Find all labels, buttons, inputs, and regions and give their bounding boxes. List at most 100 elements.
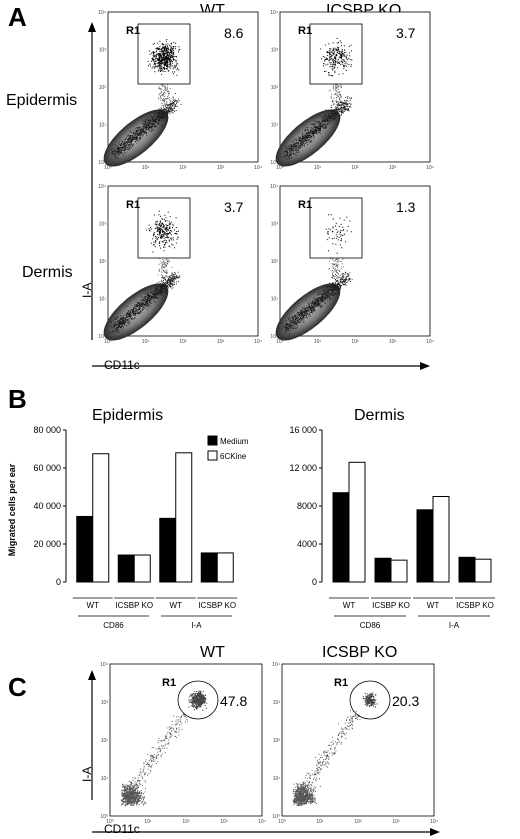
arrowhead-icon [88, 22, 96, 32]
r1-gate [137, 197, 191, 259]
category-label: WT [87, 601, 100, 610]
y-tick-label: 10¹ [273, 776, 281, 782]
bar-6ckine [474, 558, 492, 583]
y-tick-label: 10⁰ [98, 160, 106, 166]
x-tick-label: 10⁰ [276, 165, 284, 171]
category-label: ICSBP KO [372, 601, 410, 610]
panel-c-col-title-ko: ICSBP KO [322, 644, 398, 661]
bar-6ckine [216, 552, 234, 583]
bar-6ckine [348, 461, 366, 583]
group-label: CD86 [360, 621, 381, 630]
y-tick-label: 10⁴ [270, 10, 278, 16]
y-tick-label: 40 000 [33, 501, 61, 511]
y-tick-label: 10¹ [101, 776, 109, 782]
legend-label-6ckine: 6CKine [220, 452, 247, 461]
x-tick-label: 10⁰ [104, 339, 112, 345]
y-tick-label: 60 000 [33, 463, 61, 473]
panel-a-row-label-epidermis: Epidermis [6, 92, 78, 109]
y-axis-title: Migrated cells per ear [7, 463, 17, 556]
plot-frame [107, 185, 259, 337]
bar-6ckine [92, 453, 110, 583]
group-label: I-A [191, 621, 202, 630]
gated-events [147, 39, 181, 76]
scatter-events [111, 93, 182, 160]
y-tick-label: 0 [56, 577, 61, 587]
y-tick-label: 16 000 [289, 425, 317, 435]
x-tick-label: 10² [351, 165, 359, 171]
y-tick-label: 20 000 [33, 539, 61, 549]
x-tick-label: 10⁰ [278, 819, 286, 825]
scatter-events [157, 257, 173, 281]
r1-gate-label: R1 [126, 25, 140, 37]
flow-plot-c-wt: R1 47.8 10⁰ 10¹ 10² 10³ 10⁴ 10⁰ 10¹ 10² 10³ 10⁴ [100, 662, 266, 825]
y-tick-label: 10² [99, 85, 107, 91]
x-tick-label: 10² [179, 339, 187, 345]
y-tick-label: 10⁰ [100, 814, 108, 820]
x-tick-label: 10³ [389, 339, 397, 345]
x-tick-label: 10¹ [142, 339, 150, 345]
gated-events [325, 214, 352, 254]
x-tick-label: 10⁴ [254, 165, 262, 171]
x-tick-label: 10¹ [314, 165, 322, 171]
arrowhead-icon [88, 670, 96, 680]
category-label: ICSBP KO [456, 601, 494, 610]
flow-plot-ko-epidermis: R1 3.7 10⁰ 10¹ 10² 10³ 10⁴ 10⁰ 10¹ 10² 10³ 10⁴ [270, 10, 434, 171]
y-tick-label: 10² [99, 259, 107, 265]
category-label: ICSBP KO [115, 601, 153, 610]
x-tick-label: 10⁴ [258, 819, 266, 825]
scatter-events [109, 271, 181, 334]
x-tick-label: 10⁴ [430, 819, 438, 825]
y-tick-label: 10³ [99, 48, 107, 54]
bar-chart-dermis: Dermis 0 4000 8000 12 000 16 000 WT ICSBP KO WT I… [289, 407, 495, 630]
y-tick-label: 10⁰ [270, 334, 278, 340]
x-tick-label: 10⁴ [426, 339, 434, 345]
gate-percentage: 20.3 [392, 693, 419, 709]
bar-6ckine [175, 452, 193, 583]
panel-a-x-axis-title: CD11c [104, 358, 140, 372]
panel-c-col-title-wt: WT [200, 644, 225, 661]
gate-percentage: 47.8 [220, 693, 247, 709]
y-tick-label: 10³ [99, 222, 107, 228]
y-tick-label: 10² [273, 738, 281, 744]
group-label: CD86 [103, 621, 124, 630]
x-tick-label: 10¹ [314, 339, 322, 345]
gated-events [188, 690, 208, 711]
y-tick-label: 10¹ [271, 123, 279, 129]
gate-percentage: 3.7 [224, 199, 244, 215]
legend-swatch-6ckine [207, 450, 218, 461]
gated-events [362, 692, 378, 708]
y-tick-label: 10⁴ [100, 662, 108, 668]
panel-a-flow-plots: R1 8.6 10⁰ 10¹ 10² 10³ 10⁴ 10⁰ 10¹ 10² 10³ 10⁴ R1 3.7… [88, 10, 434, 370]
x-tick-label: 10² [351, 339, 359, 345]
gated-events [320, 38, 353, 77]
scatter-events [328, 83, 342, 107]
y-tick-label: 10² [101, 738, 109, 744]
bar-6ckine [432, 496, 450, 583]
x-tick-label: 10² [354, 819, 362, 825]
panel-c-y-axis-title: I-A [80, 766, 94, 782]
chart-title: Dermis [354, 407, 405, 424]
y-tick-label: 8000 [297, 501, 317, 511]
r1-gate-label: R1 [126, 199, 140, 211]
y-tick-label: 10³ [271, 222, 279, 228]
y-tick-label: 12 000 [289, 463, 317, 473]
x-tick-label: 10³ [217, 165, 225, 171]
y-tick-label: 10³ [273, 700, 281, 706]
legend-swatch-medium [207, 435, 218, 446]
x-tick-label: 10⁰ [106, 819, 114, 825]
r1-gate-label: R1 [334, 677, 348, 689]
scatter-events [281, 271, 353, 335]
y-tick-label: 80 000 [33, 425, 61, 435]
y-tick-label: 10³ [271, 48, 279, 54]
x-tick-label: 10¹ [144, 819, 152, 825]
y-tick-label: 10⁰ [98, 334, 106, 340]
r1-gate-label: R1 [162, 677, 176, 689]
group-label: I-A [449, 621, 460, 630]
x-tick-label: 10² [182, 819, 190, 825]
x-tick-label: 10³ [389, 165, 397, 171]
flow-plot-ko-dermis: R1 1.3 10⁰ 10¹ 10² 10³ 10⁴ 10⁰ 10¹ 10² 10³ 10⁴ [270, 184, 434, 345]
plot-frame [279, 185, 431, 337]
y-tick-label: 10⁰ [272, 814, 280, 820]
gate-percentage: 8.6 [224, 25, 244, 41]
